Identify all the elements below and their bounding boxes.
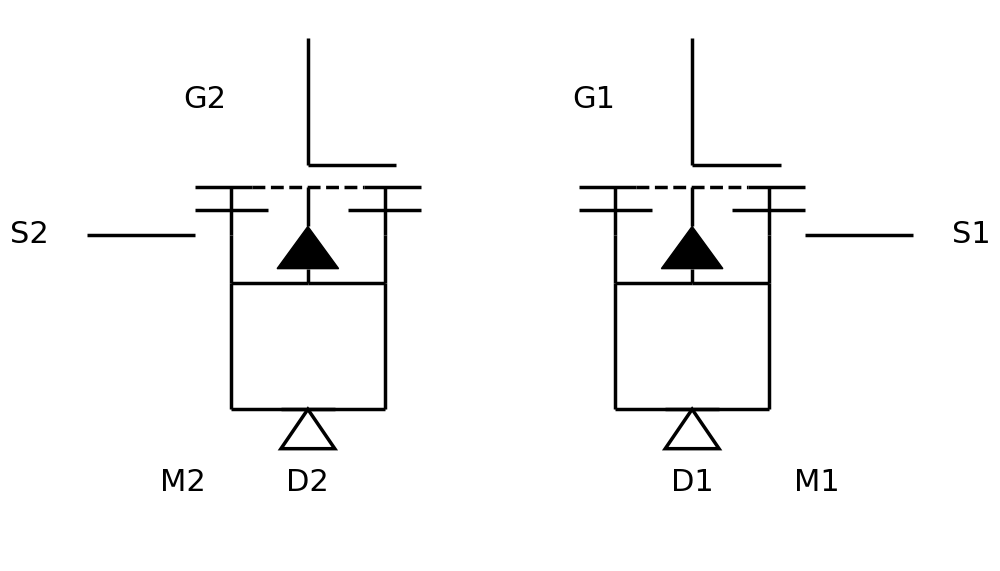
- Text: D1: D1: [671, 468, 714, 497]
- Polygon shape: [661, 227, 723, 268]
- Text: D2: D2: [286, 468, 329, 497]
- Polygon shape: [281, 409, 335, 449]
- Text: S1: S1: [952, 220, 990, 250]
- Text: S2: S2: [10, 220, 48, 250]
- Text: M1: M1: [794, 468, 840, 497]
- Text: M2: M2: [160, 468, 206, 497]
- Text: G1: G1: [572, 85, 615, 114]
- Polygon shape: [665, 409, 719, 449]
- Text: G2: G2: [183, 85, 226, 114]
- Polygon shape: [277, 227, 339, 268]
